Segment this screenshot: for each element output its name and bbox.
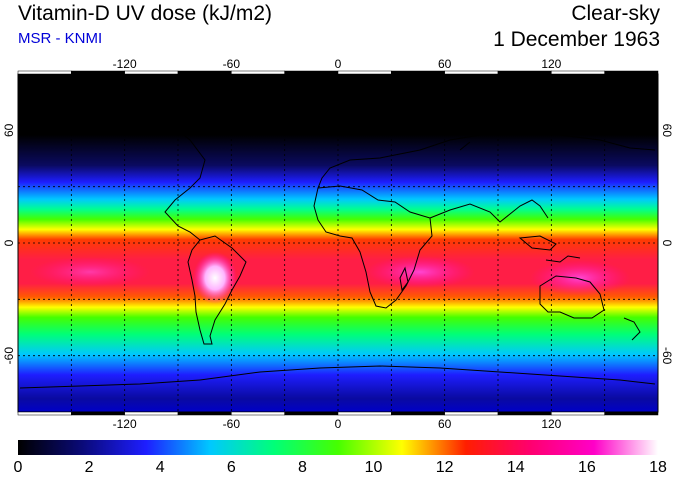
source-label: MSR - KNMI <box>18 30 103 47</box>
longitude-tick-label: 60 <box>438 417 452 431</box>
latitude-labels: 60 60 0 0 -60 -60 <box>2 123 674 364</box>
frame-segment <box>444 70 499 75</box>
colorbar-tick-label: 2 <box>84 459 94 476</box>
frame-segment <box>337 411 392 416</box>
latitude-tick-label: 60 <box>2 123 16 137</box>
frame-segment <box>17 70 72 75</box>
frame-segment <box>284 70 339 75</box>
colorbar-tick-label: 8 <box>297 459 307 476</box>
longitude-tick-label: 120 <box>541 57 561 71</box>
frame-segment <box>177 411 232 416</box>
longitude-tick-label: -60 <box>223 57 241 71</box>
frame-segment <box>604 70 659 75</box>
longitude-tick-label: 60 <box>438 57 452 71</box>
latitude-tick-label: 0 <box>660 240 674 247</box>
lat-lon-grid <box>18 74 658 412</box>
frame-segment <box>551 70 605 75</box>
frame-segment <box>391 411 445 416</box>
colorbar-tick-label: 6 <box>226 459 236 476</box>
colorbar-tick-label: 16 <box>577 459 596 476</box>
frame-segment <box>551 411 605 416</box>
frame-segment <box>124 411 179 416</box>
colorbar-tick-label: 0 <box>13 459 23 476</box>
frame-ticks <box>17 70 659 416</box>
colorbar-tick-label: 10 <box>364 459 383 476</box>
longitude-tick-label: -60 <box>223 417 241 431</box>
longitude-tick-label: 0 <box>335 417 342 431</box>
colorbar-tick-label: 14 <box>506 459 525 476</box>
frame-segment <box>71 70 125 75</box>
colorbar-tick-label: 4 <box>155 459 165 476</box>
frame-segment <box>337 70 392 75</box>
frame-segment <box>284 411 339 416</box>
longitude-tick-label: -120 <box>113 417 137 431</box>
frame-segment <box>124 70 179 75</box>
longitude-tick-label: 120 <box>541 417 561 431</box>
longitude-tick-label: -120 <box>113 57 137 71</box>
longitude-tick-label: 0 <box>335 57 342 71</box>
longitude-labels: -120 -120 -60 -60 0 0 60 60 120 120 <box>113 57 562 431</box>
frame-segment <box>71 411 125 416</box>
frame-segment <box>497 411 552 416</box>
date-label: 1 December 1963 <box>493 28 660 51</box>
coastlines <box>19 111 656 389</box>
frame-segment <box>17 411 72 416</box>
frame-segment <box>391 70 445 75</box>
latitude-tick-label: 0 <box>2 239 16 246</box>
map-title: Vitamin-D UV dose (kJ/m2) <box>18 2 273 25</box>
latitude-tick-label: -60 <box>660 347 674 365</box>
frame-segment <box>231 70 285 75</box>
colorbar <box>18 440 658 455</box>
frame-segment <box>444 411 499 416</box>
frame-segment <box>497 70 552 75</box>
colorbar-tick-label: 18 <box>649 459 667 476</box>
sky-condition-label: Clear-sky <box>571 2 660 25</box>
frame-segment <box>177 70 232 75</box>
frame-segment <box>604 411 659 416</box>
latitude-tick-label: 60 <box>660 124 674 138</box>
frame-segment <box>231 411 285 416</box>
colorbar-tick-label: 12 <box>435 459 454 476</box>
latitude-tick-label: -60 <box>2 347 16 365</box>
